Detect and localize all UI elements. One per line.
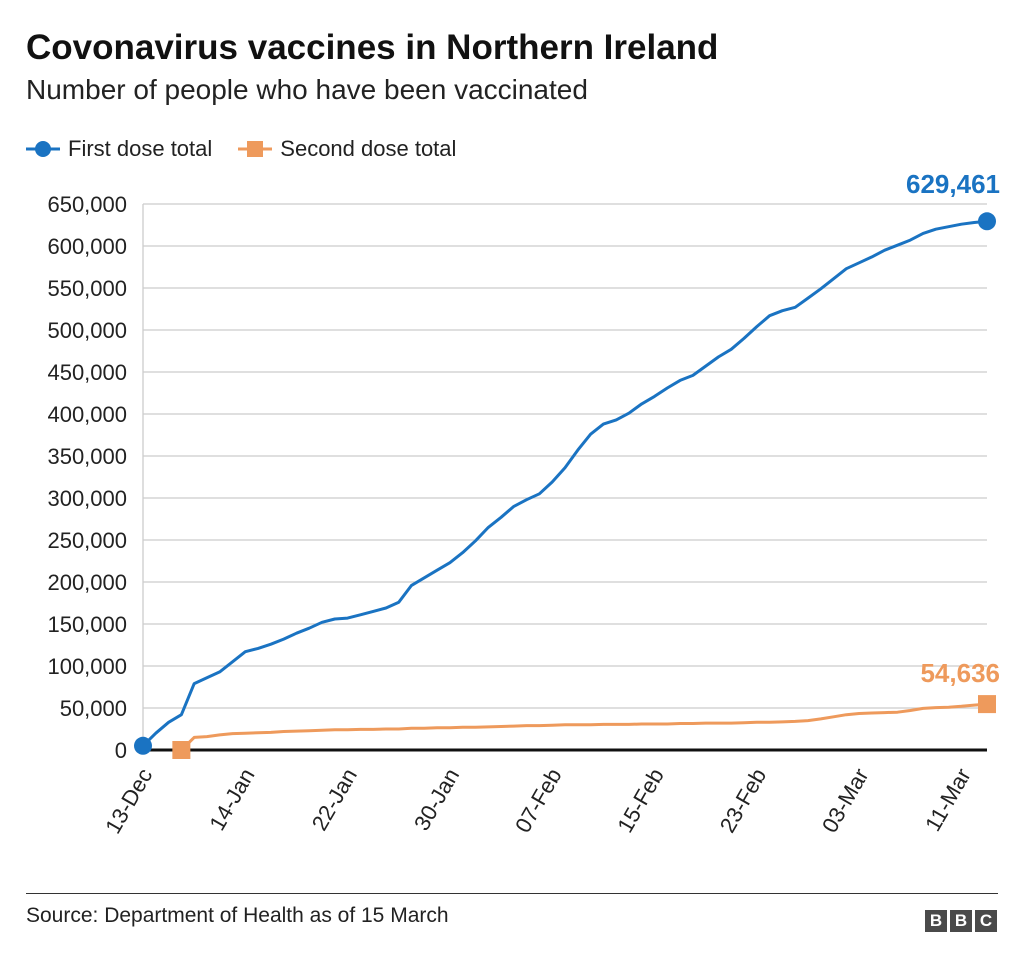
y-tick-label: 650,000 — [47, 192, 127, 217]
legend: First dose total Second dose total — [26, 136, 482, 162]
y-tick-label: 600,000 — [47, 234, 127, 259]
x-tick-label: 11-Mar — [920, 764, 976, 835]
chart-title: Covonavirus vaccines in Northern Ireland — [26, 28, 719, 67]
legend-item-second-dose: Second dose total — [238, 136, 456, 162]
x-tick-label: 14-Jan — [204, 764, 259, 835]
end-marker-first-dose — [978, 212, 996, 231]
x-tick-label: 22-Jan — [307, 764, 362, 835]
y-tick-label: 0 — [115, 738, 127, 763]
legend-square-marker-icon — [238, 141, 273, 157]
end-value-label: 629,461 — [906, 169, 1000, 199]
series-line-first-dose — [141, 219, 988, 747]
legend-label: Second dose total — [280, 136, 457, 161]
x-tick-label: 30-Jan — [409, 764, 464, 835]
start-marker-second-dose — [172, 741, 191, 759]
y-tick-label: 150,000 — [47, 612, 127, 637]
y-tick-label: 550,000 — [47, 276, 127, 301]
x-tick-label: 13-Dec — [100, 764, 157, 838]
line-chart: 0 50,000 100,000 150,000 200,000 250,000 300,0… — [47, 169, 1000, 838]
series-line-second-dose — [180, 702, 988, 752]
source-note: Source: Department of Health as of 15 Ma… — [26, 904, 449, 927]
y-tick-label: 500,000 — [47, 318, 127, 343]
y-tick-label: 200,000 — [47, 570, 127, 595]
y-tick-label: 300,000 — [47, 486, 127, 511]
y-tick-label: 400,000 — [47, 402, 127, 427]
x-tick-label: 23-Feb — [715, 764, 772, 837]
y-tick-label: 250,000 — [47, 528, 127, 553]
x-tick-label: 15-Feb — [612, 764, 669, 837]
legend-circle-marker-icon — [26, 141, 60, 157]
y-tick-label: 350,000 — [47, 444, 127, 469]
legend-label: First dose total — [68, 136, 213, 161]
y-tick-label: 450,000 — [47, 360, 127, 385]
footer-divider — [26, 893, 998, 894]
chart-subtitle: Number of people who have been vaccinate… — [26, 74, 588, 105]
start-marker-first-dose — [134, 736, 152, 755]
y-tick-label: 100,000 — [47, 654, 127, 679]
x-tick-label: 03-Mar — [817, 764, 873, 837]
x-tick-label: 07-Feb — [510, 764, 567, 837]
end-marker-second-dose — [978, 695, 996, 714]
end-value-label: 54,636 — [920, 658, 1000, 688]
y-tick-label: 50,000 — [60, 696, 127, 721]
legend-item-first-dose: First dose total — [26, 136, 212, 162]
